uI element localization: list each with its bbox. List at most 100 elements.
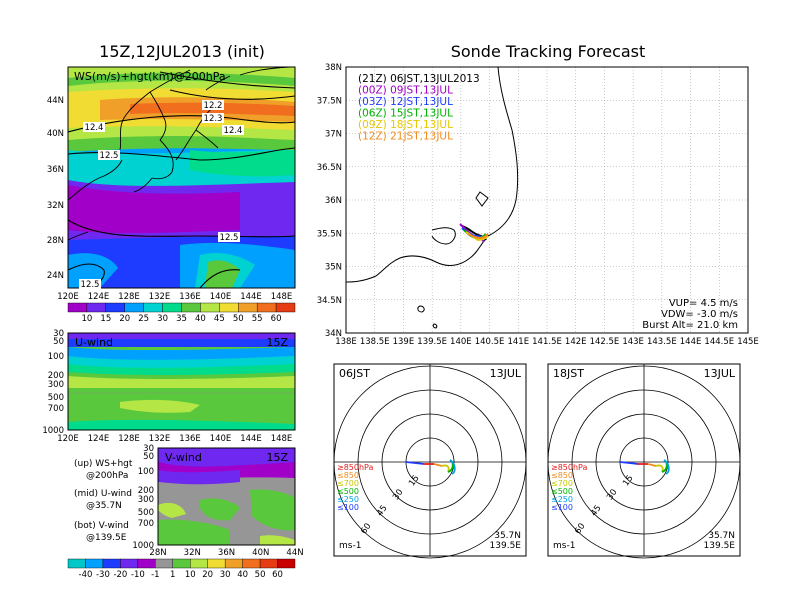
colorbar-swatch <box>162 302 182 313</box>
track-lat-tick: 37.5N <box>317 96 342 106</box>
track-lon-tick: 144.5E <box>704 337 734 347</box>
polar-lat: 35.7N <box>494 531 521 541</box>
colorbar-swatch <box>124 302 144 313</box>
contour-label: 12.2 <box>204 101 223 111</box>
colorbar-label: 60 <box>271 314 282 324</box>
polar-level-label: ≤250 <box>551 495 573 504</box>
contour-label-bg <box>202 113 224 123</box>
polar-level-label: ≤850 <box>337 471 359 480</box>
v-pressure-tick: 1000 <box>132 541 154 551</box>
polar-time: 06JST <box>339 367 370 380</box>
contour-label: 12.5 <box>100 151 119 161</box>
map-lat-tick: 40N <box>47 129 64 139</box>
track-lon-tick: 145E <box>737 337 759 347</box>
map-lat-tick: 32N <box>47 201 64 211</box>
polar-level-label: ≤700 <box>337 479 359 488</box>
hodograph-segment <box>647 463 657 467</box>
contour-label-bg <box>222 125 244 135</box>
track-lat-tick: 37N <box>325 130 342 140</box>
u-wind-time: 15Z <box>266 336 288 349</box>
v-lat-tick: 28N <box>149 548 166 558</box>
v-colorbar-label: 10 <box>185 570 196 580</box>
v-colorbar-swatch <box>277 558 296 569</box>
colorbar-label: 55 <box>252 314 263 324</box>
polar-time: 18JST <box>553 367 584 380</box>
colorbar-swatch <box>219 302 239 313</box>
u-lon-tick: 136E <box>179 434 201 444</box>
track-lat-tick: 34.5N <box>317 296 342 306</box>
track-lon-tick: 141.5E <box>532 337 562 347</box>
v-colorbar-label: -10 <box>131 570 145 580</box>
track-legend-item: (09Z) 18JST,13JUL <box>358 119 453 131</box>
v-colorbar-swatch <box>259 558 278 569</box>
v-colorbar-label: 60 <box>272 570 283 580</box>
v-pressure-tick: 30 <box>143 444 154 454</box>
colorbar-swatch <box>256 302 277 313</box>
colorbar-swatch <box>67 302 88 313</box>
side-note-sub: @35.7N <box>86 501 122 511</box>
v-lat-tick: 40N <box>252 548 269 558</box>
v-colorbar-swatch <box>207 558 226 569</box>
track-legend-item: (21Z) 06JST,13JUL2013 <box>358 73 480 85</box>
v-colorbar-label: -1 <box>151 570 159 580</box>
u-lon-tick: 128E <box>118 434 140 444</box>
contour-label-bg <box>98 150 120 160</box>
contour-label: 12.4 <box>224 126 243 136</box>
v-pressure-tick: 100 <box>138 467 154 477</box>
map-lat-tick: 36N <box>47 165 64 175</box>
track-lat-tick: 36N <box>325 196 342 206</box>
colorbar-label: 35 <box>176 314 187 324</box>
v-lat-tick: 44N <box>286 548 303 558</box>
side-note-sub: @139.5E <box>86 533 127 543</box>
map-panel-label: WS(m/s)+hgt(km)@200hPa <box>74 70 226 83</box>
polar-left: 06JST 13JUL15304560≥850hPa≤850≤700≤500≤25… <box>333 363 527 559</box>
contour-label-bg <box>218 232 240 242</box>
colorbar-label: 40 <box>195 314 206 324</box>
hodograph-segment <box>449 459 456 475</box>
v-pressure-tick: 300 <box>138 495 154 505</box>
colorbar-swatch <box>238 302 258 313</box>
track-lon-tick: 140E <box>450 337 472 347</box>
v-pressure-tick: 700 <box>138 519 154 529</box>
v-wind-time: 15Z <box>266 451 288 464</box>
contour-label-bg <box>202 100 224 110</box>
v-pressure-tick: 50 <box>143 452 154 462</box>
map-lat-tick: 44N <box>47 96 64 106</box>
track-lon-tick: 142E <box>565 337 587 347</box>
colorbar-label: 20 <box>119 314 130 324</box>
v-colorbar-swatch <box>190 558 208 569</box>
track-legend-item: (03Z) 12JST,13JUL <box>358 96 453 108</box>
map-lon-tick: 140E <box>210 292 232 302</box>
colorbar-label: 45 <box>214 314 225 324</box>
track-lon-tick: 143.5E <box>647 337 677 347</box>
hodograph-segment <box>405 461 425 465</box>
map-lon-tick: 148E <box>271 292 293 302</box>
map-colorbar: 10 15 20 25 30 35 40 45 50 55 60 <box>67 302 296 324</box>
v-colorbar-label: 20 <box>202 570 213 580</box>
u-pressure-tick: 700 <box>48 404 64 414</box>
track-lon-tick: 141E <box>507 337 529 347</box>
map-lon-tick: 136E <box>179 292 201 302</box>
colorbar-label: 10 <box>82 314 93 324</box>
polar-level-label: ≤500 <box>337 487 359 496</box>
tracking-map: 38N 37.5N 37N 36.5N 36N 35.5N 35N 34.5N 34N 138E… <box>317 63 759 347</box>
u-lon-tick: 124E <box>88 434 110 444</box>
hodograph-segment <box>433 463 443 467</box>
colorbar-swatch <box>105 302 125 313</box>
colorbar-label: 15 <box>100 314 111 324</box>
polar-date: 13JUL <box>704 367 736 380</box>
colorbar-label: 50 <box>233 314 244 324</box>
hodograph-segment <box>663 459 670 475</box>
v-colorbar-label: 50 <box>255 570 266 580</box>
track-param: VDW= -3.0 m/s <box>661 309 738 320</box>
track-legend-item: (06Z) 15JST,13JUL <box>358 108 453 120</box>
u-lon-tick: 120E <box>57 434 79 444</box>
contour-label: 12.4 <box>85 123 104 133</box>
track-param: VUP= 4.5 m/s <box>669 298 738 309</box>
u-lon-tick: 148E <box>271 434 293 444</box>
u-lon-tick: 132E <box>149 434 171 444</box>
polar-level-label: ≤500 <box>551 487 573 496</box>
v-colorbar-label: 1 <box>170 570 175 580</box>
